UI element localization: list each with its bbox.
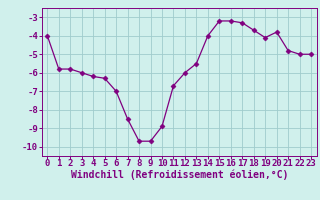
X-axis label: Windchill (Refroidissement éolien,°C): Windchill (Refroidissement éolien,°C) (70, 170, 288, 180)
